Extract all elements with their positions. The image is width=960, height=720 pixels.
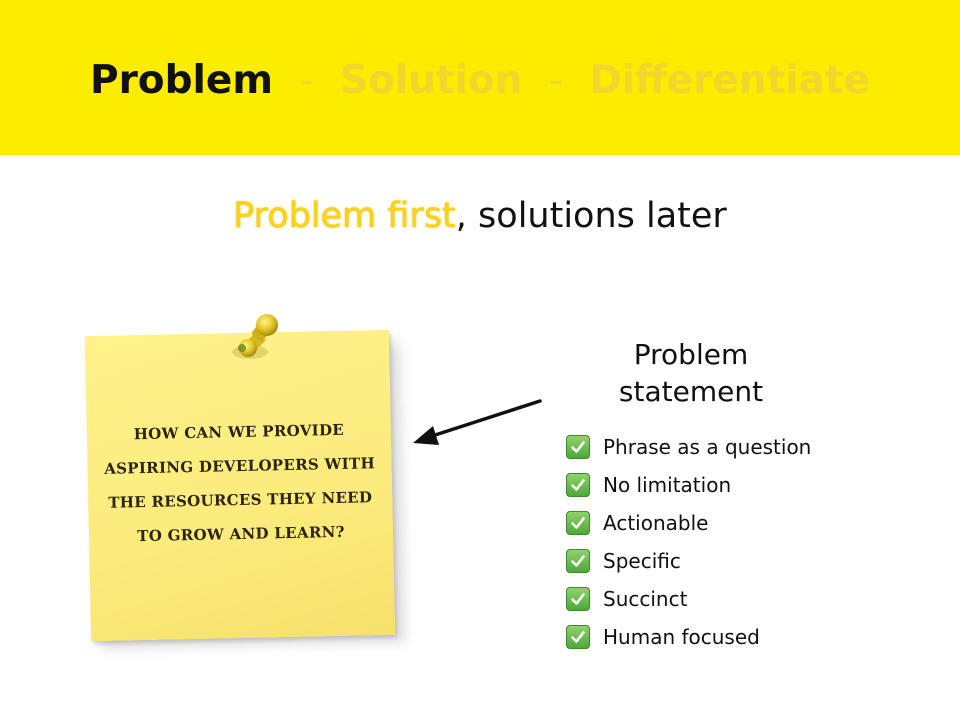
checkmark-icon (566, 587, 590, 611)
header-banner: Problem - Solution - Differentiate (0, 0, 960, 155)
checklist-label: No limitation (603, 473, 732, 497)
checklist-item: Actionable (566, 504, 811, 542)
checkmark-icon (566, 625, 590, 649)
checklist-item: Specific (566, 542, 811, 580)
subtitle-highlight: Problem first (233, 196, 456, 236)
checkmark-icon (566, 511, 590, 535)
title-line: Problem (633, 338, 749, 371)
slide-subtitle: Problem first, solutions later (0, 193, 960, 239)
checkmark-icon (566, 435, 590, 459)
note-line: TO GROW AND LEARN? (137, 522, 345, 546)
step-solution: Solution (339, 58, 523, 103)
problem-statement-title: Problem statement (580, 336, 802, 410)
arrow-icon (413, 399, 542, 445)
checklist-label: Specific (603, 549, 681, 573)
sticky-note-text: HOW CAN WE PROVIDE ASPIRING DEVELOPERS W… (87, 412, 394, 554)
title-line: statement (618, 375, 764, 408)
checklist-item: Succinct (566, 580, 811, 618)
step-differentiate: Differentiate (589, 58, 870, 103)
pushpin-icon (232, 314, 278, 359)
checklist-item: Human focused (566, 618, 811, 656)
checklist-item: Phrase as a question (566, 428, 811, 466)
step-separator: - (548, 58, 563, 103)
note-line: THE RESOURCES THEY NEED (108, 488, 373, 512)
checkmark-icon (566, 473, 590, 497)
sticky-note: HOW CAN WE PROVIDE ASPIRING DEVELOPERS W… (84, 329, 396, 642)
checklist-item: No limitation (566, 466, 811, 504)
step-problem: Problem (89, 58, 273, 103)
subtitle-rest: , solutions later (455, 196, 727, 236)
checkmark-icon (566, 549, 590, 573)
criteria-checklist: Phrase as a question No limitation Actio… (566, 428, 811, 656)
step-nav: Problem - Solution - Differentiate (0, 57, 960, 105)
step-separator: - (299, 58, 314, 103)
checklist-label: Human focused (603, 625, 760, 649)
checklist-label: Actionable (603, 511, 709, 535)
checklist-label: Phrase as a question (603, 435, 812, 459)
checklist-label: Succinct (603, 587, 688, 611)
